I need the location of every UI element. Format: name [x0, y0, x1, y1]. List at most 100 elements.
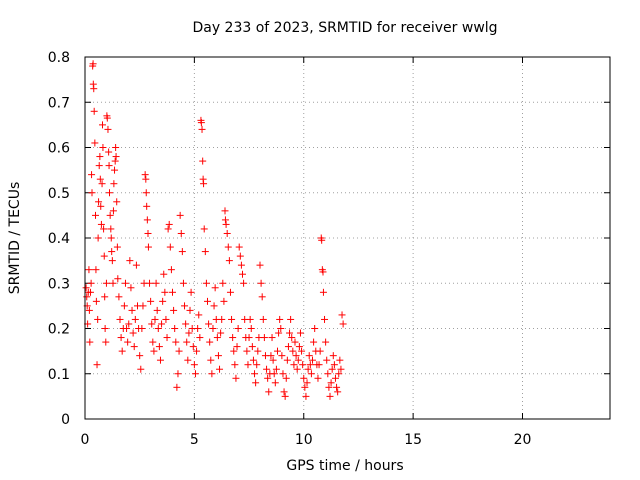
data-point — [321, 315, 329, 323]
data-point — [200, 225, 208, 233]
data-point — [235, 243, 243, 251]
data-point — [102, 279, 110, 287]
data-point — [111, 166, 119, 174]
data-point — [311, 325, 319, 332]
y-axis-label: SRMTID / TECUs — [7, 182, 23, 295]
data-point — [277, 325, 285, 332]
data-point — [143, 202, 151, 210]
data-point — [248, 343, 256, 351]
data-point — [149, 338, 157, 346]
data-point — [260, 334, 268, 342]
data-point — [224, 243, 232, 251]
data-point — [94, 234, 102, 242]
data-point — [263, 365, 271, 373]
data-point — [112, 153, 120, 161]
data-point — [253, 361, 261, 369]
data-point — [155, 343, 163, 351]
data-point — [83, 293, 91, 301]
data-point — [223, 229, 231, 237]
data-point — [209, 325, 217, 332]
data-point — [221, 207, 229, 215]
data-point — [247, 325, 255, 332]
data-point — [233, 343, 241, 351]
data-point — [205, 320, 213, 328]
data-point — [217, 329, 225, 337]
data-point — [226, 288, 234, 296]
data-point — [303, 379, 311, 387]
data-point — [244, 361, 252, 369]
data-point — [288, 334, 296, 342]
data-point — [176, 211, 184, 219]
data-point — [101, 325, 109, 332]
data-point — [249, 356, 257, 364]
data-point — [141, 171, 149, 179]
data-point — [293, 365, 301, 373]
y-tick-label: 0 — [61, 412, 70, 428]
data-point — [200, 180, 208, 188]
data-point — [221, 216, 229, 224]
data-point — [294, 356, 302, 364]
data-point — [189, 343, 197, 351]
data-point — [106, 189, 113, 197]
data-point — [90, 107, 98, 115]
data-point — [98, 180, 106, 188]
data-point — [214, 352, 222, 360]
data-point — [151, 315, 159, 323]
data-point — [174, 370, 182, 378]
data-point — [279, 370, 287, 378]
data-point — [114, 275, 122, 283]
data-point — [211, 284, 219, 292]
grid-lines — [85, 57, 610, 419]
data-point — [323, 356, 331, 364]
data-point — [208, 370, 216, 378]
data-point — [296, 329, 304, 337]
data-point — [172, 338, 180, 346]
data-point — [195, 311, 203, 319]
data-point — [197, 119, 205, 127]
data-point — [219, 279, 227, 287]
data-point — [92, 266, 100, 274]
data-point — [104, 125, 112, 133]
data-point — [213, 334, 221, 342]
data-point — [284, 343, 292, 351]
data-point — [240, 279, 248, 287]
data-point — [99, 144, 107, 151]
data-point — [216, 365, 224, 373]
data-point — [254, 347, 262, 355]
data-point — [100, 252, 108, 260]
data-point — [124, 338, 132, 346]
data-point — [94, 315, 102, 323]
data-point — [100, 225, 108, 233]
data-point — [111, 157, 119, 165]
data-point — [337, 365, 345, 373]
data-point — [304, 365, 312, 373]
data-point — [333, 383, 341, 391]
data-point — [113, 243, 121, 251]
data-point — [103, 114, 111, 122]
data-point — [246, 315, 254, 323]
data-point — [132, 261, 140, 269]
data-point — [146, 279, 154, 287]
data-point — [256, 261, 264, 269]
data-point — [327, 379, 335, 387]
data-point — [206, 338, 214, 346]
data-point — [259, 315, 267, 323]
data-point — [90, 85, 98, 93]
data-point — [330, 361, 338, 369]
data-point — [306, 361, 314, 369]
data-point — [292, 352, 300, 360]
axis-ticks: 0 0.1 0.2 0.3 0.4 0.5 0.6 0.7 0.8 0 5 10 15 20 — [48, 50, 610, 448]
data-point — [123, 325, 131, 332]
data-point — [335, 370, 343, 378]
data-point — [309, 356, 316, 364]
data-point — [286, 329, 294, 337]
y-tick-label: 0.2 — [48, 322, 70, 338]
data-point — [258, 293, 266, 301]
data-point — [88, 189, 96, 197]
data-point — [139, 302, 147, 310]
data-point — [165, 220, 173, 228]
x-tick-label: 15 — [404, 432, 422, 448]
data-point — [107, 234, 115, 242]
data-point — [148, 320, 156, 328]
data-point — [156, 356, 164, 364]
